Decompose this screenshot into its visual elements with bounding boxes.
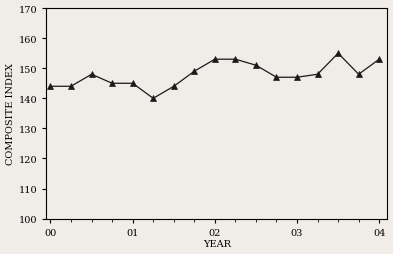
Y-axis label: COMPOSITE INDEX: COMPOSITE INDEX bbox=[6, 63, 15, 165]
X-axis label: YEAR: YEAR bbox=[203, 240, 231, 248]
